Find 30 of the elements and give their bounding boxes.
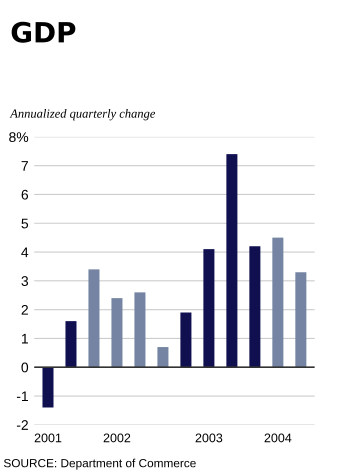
bar <box>295 272 306 368</box>
bar <box>111 298 122 368</box>
bar <box>249 246 260 368</box>
x-tick-label: 2002 <box>104 433 130 442</box>
y-tick-label: -1 <box>16 391 28 402</box>
y-tick-label: 4 <box>21 248 28 258</box>
source-note: SOURCE: Department of Commerce <box>4 458 196 470</box>
y-tick-label: 6 <box>22 190 28 200</box>
bar <box>272 238 284 368</box>
bar <box>226 154 238 368</box>
y-tick-label: -2 <box>16 420 28 430</box>
bar <box>65 321 76 368</box>
y-tick-label: 5 <box>21 218 28 228</box>
y-axis-title: Annualized quarterly change <box>10 108 156 120</box>
bar <box>180 312 192 368</box>
y-tick-label: 3 <box>21 276 28 286</box>
bar <box>203 249 214 368</box>
y-tick-label: 8% <box>9 132 28 142</box>
bar <box>134 292 146 368</box>
y-tick-label: 7 <box>22 161 28 171</box>
x-tick-label: 2004 <box>264 433 292 442</box>
bar <box>88 269 100 368</box>
y-tick-label: 1 <box>22 334 28 344</box>
bar <box>157 347 168 368</box>
x-tick-label: 2001 <box>34 433 62 442</box>
y-tick-label: 0 <box>21 362 28 372</box>
bar <box>42 367 54 408</box>
chart-title: GDP <box>12 22 76 43</box>
x-tick-label: 2003 <box>196 433 222 442</box>
y-tick-label: 2 <box>22 304 28 315</box>
